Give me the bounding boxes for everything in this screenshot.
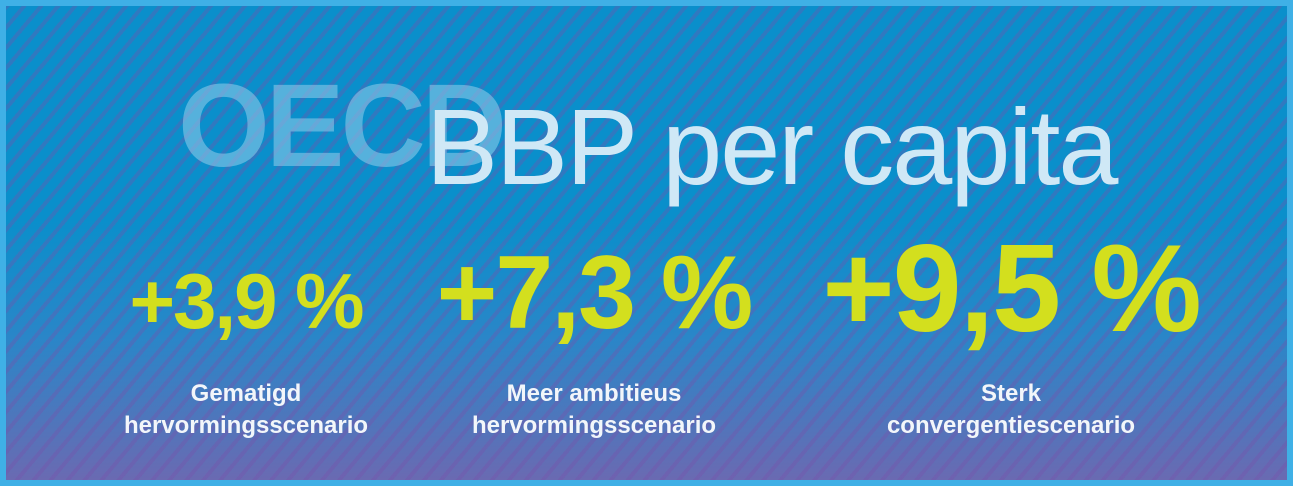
caption-line: Meer ambitieus: [506, 380, 682, 407]
scenario-value: +9,5 %: [822, 220, 1201, 358]
scenario-value: +3,9 %: [129, 257, 364, 345]
caption-line: Gematigd: [190, 380, 302, 407]
title: BBP per capita: [426, 86, 1118, 207]
scenario-caption: Sterk convergentiescenario: [841, 378, 1181, 442]
caption-line: convergentiescenario: [886, 412, 1136, 439]
scenario-value: +7,3 %: [436, 235, 754, 351]
scenario-caption: Gematigd hervormingsscenario: [76, 378, 416, 442]
caption-line: hervormingsscenario: [123, 412, 369, 439]
caption-line: hervormingsscenario: [471, 412, 717, 439]
caption-line: Sterk: [980, 380, 1042, 407]
scenario-caption: Meer ambitieus hervormingsscenario: [424, 378, 764, 442]
watermark: OECD: [178, 60, 507, 192]
